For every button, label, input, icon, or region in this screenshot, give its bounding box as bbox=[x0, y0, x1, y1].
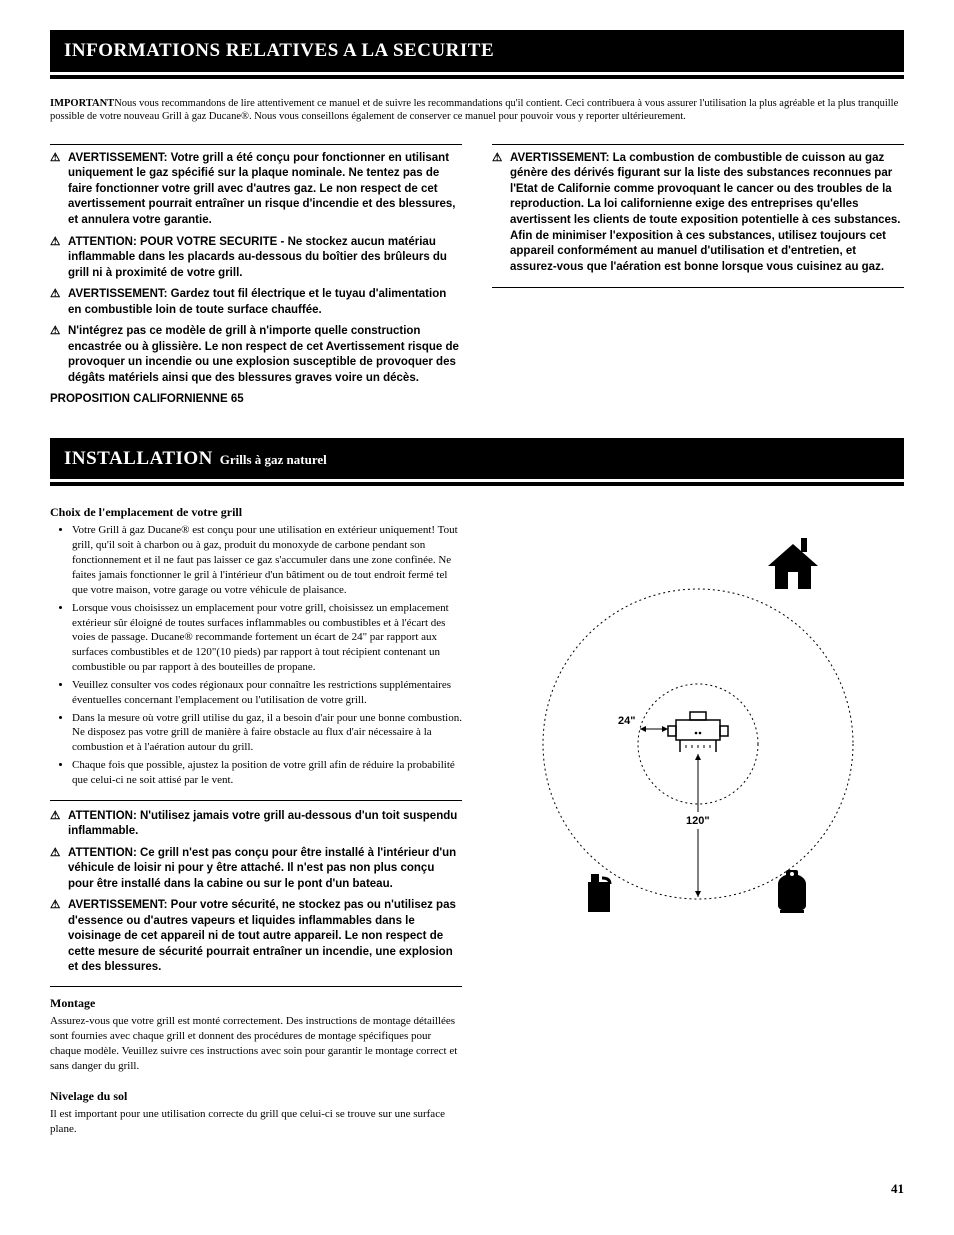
safety-col-left: ⚠ AVERTISSEMENT: Votre grill a été conçu… bbox=[50, 144, 462, 408]
inner-dimension: 24" bbox=[618, 715, 668, 732]
safety-header: INFORMATIONS RELATIVES A LA SECURITE bbox=[50, 30, 904, 72]
installation-col-right: 24" 120" bbox=[492, 504, 904, 1150]
safety-header-title: INFORMATIONS RELATIVES A LA SECURITE bbox=[64, 40, 494, 61]
installation-header-title: INSTALLATION bbox=[64, 448, 213, 469]
warning-triangle-icon: ⚠ bbox=[50, 287, 68, 318]
warning-item: ⚠ AVERTISSEMENT: Pour votre sécurité, ne… bbox=[50, 898, 462, 976]
propane-tank-icon bbox=[778, 870, 806, 913]
assembly-body: Assurez-vous que votre grill est monté c… bbox=[50, 1014, 462, 1073]
warning-item: ⚠ ATTENTION: N'utilisez jamais votre gri… bbox=[50, 809, 462, 840]
inner-label: 24" bbox=[618, 715, 635, 727]
warning-item: ⚠ N'intégrez pas ce modèle de grill à n'… bbox=[50, 324, 462, 386]
installation-header-subtitle: Grills à gaz naturel bbox=[220, 452, 327, 467]
outer-label: 120" bbox=[686, 815, 710, 827]
warning-item: ⚠ AVERTISSEMENT: Gardez tout fil électri… bbox=[50, 287, 462, 318]
assembly-heading: Montage bbox=[50, 995, 462, 1011]
list-item: Veuillez consulter vos codes régionaux p… bbox=[72, 678, 462, 708]
outer-dimension: 120" bbox=[686, 754, 710, 897]
warning-triangle-icon: ⚠ bbox=[50, 324, 68, 386]
warning-triangle-icon: ⚠ bbox=[50, 846, 68, 893]
fuel-can-icon bbox=[588, 874, 610, 912]
prop65-label: PROPOSITION CALIFORNIENNE 65 bbox=[50, 392, 462, 408]
warning-text: AVERTISSEMENT: Pour votre sécurité, ne s… bbox=[68, 898, 462, 976]
safety-col-right: ⚠ AVERTISSEMENT: La combustion de combus… bbox=[492, 144, 904, 288]
warning-text: AVERTISSEMENT: La combustion de combusti… bbox=[510, 151, 904, 275]
warning-text: AVERTISSEMENT: Votre grill a été conçu p… bbox=[68, 151, 462, 229]
warning-text: ATTENTION: POUR VOTRE SECURITE - Ne stoc… bbox=[68, 235, 462, 282]
warning-triangle-icon: ⚠ bbox=[492, 151, 510, 275]
warning-triangle-icon: ⚠ bbox=[50, 809, 68, 840]
divider bbox=[50, 986, 462, 987]
installation-col-left: Choix de l'emplacement de votre grill Vo… bbox=[50, 504, 462, 1150]
warning-item: ⚠ ATTENTION: POUR VOTRE SECURITE - Ne st… bbox=[50, 235, 462, 282]
installation-columns: Choix de l'emplacement de votre grill Vo… bbox=[50, 504, 904, 1150]
list-item: Dans la mesure où votre grill utilise du… bbox=[72, 711, 462, 756]
warning-triangle-icon: ⚠ bbox=[50, 898, 68, 976]
header-underbar bbox=[50, 482, 904, 486]
warning-text: ATTENTION: Ce grill n'est pas conçu pour… bbox=[68, 846, 462, 893]
location-heading: Choix de l'emplacement de votre grill bbox=[50, 504, 462, 520]
intro-lead: IMPORTANT bbox=[50, 98, 114, 109]
grill-icon bbox=[668, 712, 728, 752]
intro-body: Nous vous recommandons de lire attentive… bbox=[50, 98, 898, 123]
warning-item: ⚠ AVERTISSEMENT: La combustion de combus… bbox=[492, 151, 904, 275]
list-item: Lorsque vous choisissez un emplacement p… bbox=[72, 601, 462, 675]
list-item: Votre Grill à gaz Ducane® est conçu pour… bbox=[72, 523, 462, 597]
warning-item: ⚠ ATTENTION: Ce grill n'est pas conçu po… bbox=[50, 846, 462, 893]
warning-item: ⚠ AVERTISSEMENT: Votre grill a été conçu… bbox=[50, 151, 462, 229]
divider bbox=[50, 800, 462, 801]
location-bullets: Votre Grill à gaz Ducane® est conçu pour… bbox=[50, 523, 462, 787]
house-icon bbox=[768, 538, 818, 589]
level-heading: Nivelage du sol bbox=[50, 1088, 462, 1104]
clearance-diagram: 24" 120" bbox=[518, 524, 878, 924]
list-item: Chaque fois que possible, ajustez la pos… bbox=[72, 758, 462, 788]
warning-text: N'intégrez pas ce modèle de grill à n'im… bbox=[68, 324, 462, 386]
header-underbar bbox=[50, 75, 904, 79]
warning-text: ATTENTION: N'utilisez jamais votre grill… bbox=[68, 809, 462, 840]
warning-triangle-icon: ⚠ bbox=[50, 151, 68, 229]
warning-triangle-icon: ⚠ bbox=[50, 235, 68, 282]
installation-header: INSTALLATION Grills à gaz naturel bbox=[50, 438, 904, 480]
warning-text: AVERTISSEMENT: Gardez tout fil électriqu… bbox=[68, 287, 462, 318]
page-number: 41 bbox=[50, 1180, 904, 1198]
level-body: Il est important pour une utilisation co… bbox=[50, 1107, 462, 1137]
safety-columns: ⚠ AVERTISSEMENT: Votre grill a été conçu… bbox=[50, 144, 904, 408]
intro-paragraph: IMPORTANTNous vous recommandons de lire … bbox=[50, 97, 904, 124]
